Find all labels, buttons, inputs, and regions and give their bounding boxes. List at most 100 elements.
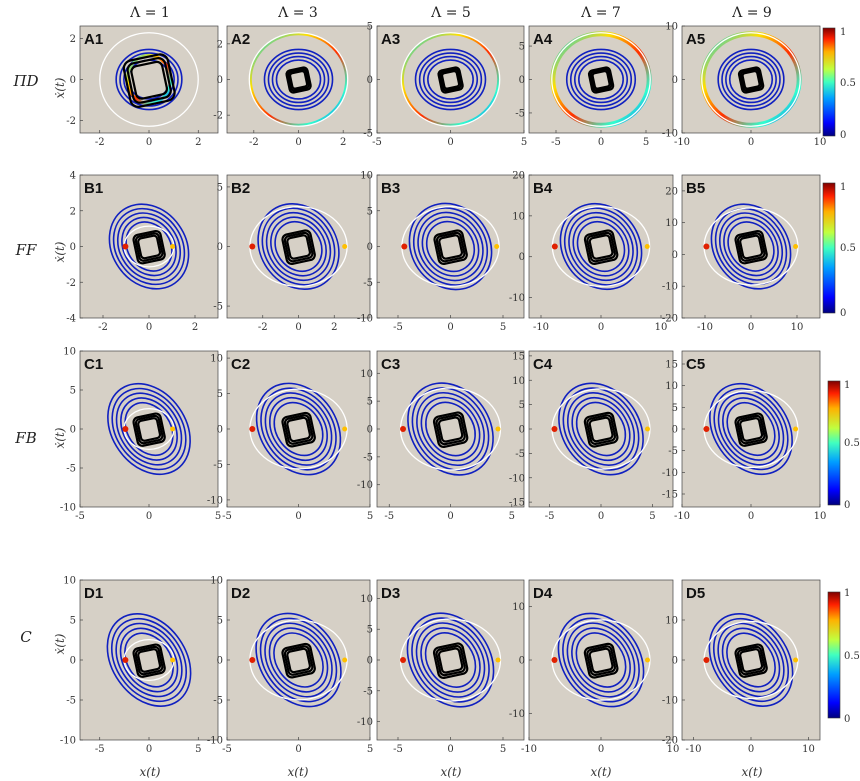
trajectory-loop (119, 52, 179, 107)
trajectory-loop (124, 401, 174, 457)
x-tick-label: 0 (447, 511, 453, 522)
x-tick-label: 0 (295, 511, 301, 522)
hotspot-marker (793, 244, 799, 249)
trajectory-loop (124, 632, 174, 688)
y-tick-label: -10 (662, 129, 678, 140)
energy-ring (550, 31, 652, 128)
panel-label: D2 (231, 585, 250, 602)
trajectory-loop (116, 212, 182, 281)
y-axis-label: ẋ(t) (53, 427, 67, 448)
x-tick-label: -5 (393, 322, 403, 333)
trajectory-loop (717, 48, 785, 111)
column-header: Λ = 9 (731, 5, 772, 21)
trajectory-loop (559, 202, 643, 291)
trajectory-loop (709, 382, 793, 476)
y-tick-label: 5 (70, 616, 76, 627)
y-tick-label: 0 (70, 75, 76, 86)
y-axis-label: ẋ(t) (53, 241, 67, 262)
x-tick-label: -5 (545, 511, 555, 522)
colorbar: 1 0.5 0 (827, 380, 860, 511)
energy-ring (248, 32, 349, 127)
panel-a4: A4 -5 0 5 5 0 -5 (515, 25, 674, 148)
trajectory-loop (727, 221, 775, 272)
y-tick-label: 20 (665, 186, 678, 197)
white-circle (99, 32, 199, 127)
y-tick-label: 10 (360, 171, 373, 182)
colorbar-tick: 1 (840, 182, 846, 193)
panel-label: B3 (381, 180, 400, 197)
colorbar-tick: 0.5 (840, 78, 856, 89)
x-tick-label: -2 (249, 137, 259, 148)
y-tick-label: 4 (70, 171, 76, 182)
x-tick-label: 0 (447, 137, 453, 148)
panel-a2: A2 -2 0 2 2 0 -2 (213, 25, 371, 148)
plot-area (80, 26, 218, 133)
hotspot-marker (249, 426, 256, 432)
attractor-curve (134, 232, 164, 262)
panel-label: B1 (84, 180, 103, 197)
x-tick-label: 2 (331, 322, 337, 333)
x-axis-label: x(t) (742, 765, 763, 779)
trajectory-loop (257, 202, 340, 291)
y-tick-label: -5 (66, 696, 76, 707)
panel-label: B5 (686, 180, 705, 197)
attractor-curve (441, 70, 461, 90)
hotspot-marker (170, 426, 176, 432)
x-tick-label: 0 (598, 744, 604, 755)
attractor-curve (435, 644, 466, 677)
hotspot-marker (793, 426, 799, 432)
colorbar-tick: 1 (840, 27, 846, 38)
y-tick-label: -10 (509, 473, 525, 484)
attractor-curve (283, 414, 314, 445)
trajectory-loop (408, 202, 493, 291)
panel-c5: C5 -10 0 10 15 10 5 0 -5 -10 -15 (662, 350, 826, 522)
attractor-curve (281, 229, 316, 266)
white-circle (701, 32, 801, 127)
hotspot-marker (249, 243, 256, 250)
panel-b4: B4 -10 0 10 20 10 0 -10 (509, 171, 674, 333)
y-tick-label: -10 (357, 717, 373, 728)
colorbar-tick: 1 (844, 588, 850, 599)
trajectory-loop (571, 627, 631, 693)
attractor-curve (586, 645, 617, 676)
plot-area (377, 351, 524, 507)
hotspot-marker (342, 244, 348, 249)
x-tick-label: 0 (598, 511, 604, 522)
y-tick-label: -2 (213, 111, 223, 122)
y-tick-label: 10 (63, 576, 76, 587)
y-tick-label: 10 (512, 376, 525, 387)
x-tick-label: 5 (500, 744, 506, 755)
y-tick-label: 10 (63, 347, 76, 358)
y-tick-label: -10 (60, 503, 76, 514)
panel-c2: C2 -5 0 5 10 5 0 -5 -10 (207, 350, 373, 522)
column-header: Λ = 7 (580, 5, 621, 21)
panel-label: C2 (231, 356, 250, 373)
attractor-curve (741, 70, 761, 90)
trajectory-loop (718, 212, 784, 281)
y-tick-label: -10 (662, 282, 678, 293)
trajectory-loop (569, 52, 633, 107)
attractor-curve (739, 648, 764, 673)
x-tick-label: -10 (685, 744, 701, 755)
y-tick-label: 2 (70, 34, 76, 45)
trajectory-loop (120, 397, 178, 461)
y-tick-label: -5 (515, 108, 525, 119)
colorbar-tick: 0 (840, 308, 846, 319)
y-tick-label: 5 (367, 397, 373, 408)
attractor-curve (439, 68, 462, 92)
panel-a5: A5 -10 0 10 10 0 -10 (662, 22, 826, 149)
trajectory-loop (273, 632, 324, 688)
y-tick-label: 2 (70, 206, 76, 217)
panel-label: D4 (533, 585, 553, 602)
y-tick-label: 10 (665, 381, 678, 392)
x-tick-label: -2 (98, 322, 108, 333)
plot-area (227, 351, 370, 507)
x-axis-label: x(t) (288, 765, 309, 779)
y-tick-label: -5 (66, 464, 76, 475)
trajectory-loop (106, 613, 192, 707)
trajectory-loop (721, 627, 781, 693)
trajectory-loop (575, 632, 627, 688)
trajectory-loop (265, 211, 332, 282)
plot-area (529, 580, 673, 740)
